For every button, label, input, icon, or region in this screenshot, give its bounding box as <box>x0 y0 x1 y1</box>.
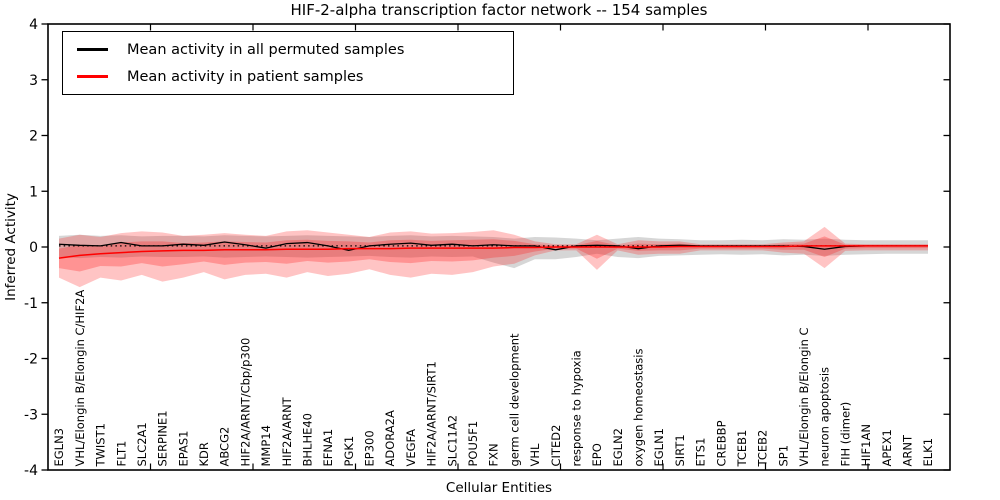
chart-title: HIF-2-alpha transcription factor network… <box>290 1 708 19</box>
x-category-label: EPAS1 <box>176 431 190 467</box>
x-category-label: FIH (dimer) <box>838 402 852 467</box>
x-category-label: ABCG2 <box>218 427 232 467</box>
x-category-label: ELK1 <box>921 438 935 467</box>
x-category-label: SIRT1 <box>673 434 687 466</box>
x-category-label: TCEB1 <box>735 430 749 468</box>
x-category-label: SERPINE1 <box>156 410 170 466</box>
legend-entry-permuted: Mean activity in all permuted samples <box>63 37 513 63</box>
x-category-label: SP1 <box>776 445 790 467</box>
x-category-label: PGK1 <box>342 436 356 467</box>
y-tick-label: -3 <box>24 407 38 423</box>
legend-label: Mean activity in patient samples <box>127 68 364 85</box>
y-tick-label: -4 <box>24 463 38 479</box>
x-category-label: APEX1 <box>880 429 894 466</box>
x-category-label: VEGFA <box>404 429 418 467</box>
x-category-label: oxygen homeostasis <box>632 349 646 467</box>
y-tick-label: 2 <box>29 129 38 145</box>
x-axis-label: Cellular Entities <box>445 480 553 496</box>
x-category-label: TCEB2 <box>756 430 770 468</box>
series-line-patient <box>58 245 928 259</box>
x-category-label: HIF1AN <box>859 424 873 466</box>
x-category-label: ARNT <box>901 434 915 466</box>
x-category-label: FXN <box>487 443 501 466</box>
y-tick-label: 1 <box>29 184 38 200</box>
legend-box: Mean activity in all permuted samples Me… <box>62 31 514 95</box>
legend-line-swatch-red <box>77 75 108 78</box>
legend-line-swatch-black <box>77 48 108 51</box>
x-category-label: EFNA1 <box>321 429 335 467</box>
x-category-label: EPO <box>590 443 604 466</box>
x-category-label: KDR <box>197 442 211 466</box>
x-category-label: POU5F1 <box>466 421 480 467</box>
x-category-label: EGLN2 <box>611 428 625 467</box>
x-category-label: germ cell development <box>507 333 521 467</box>
x-category-label: ETS1 <box>694 438 708 467</box>
x-category-label: HIF2A/ARNT/Cbp/p300 <box>238 338 252 467</box>
band-patient-samples-inner-band <box>59 236 928 272</box>
legend-label: Mean activity in all permuted samples <box>127 41 405 58</box>
legend-entry-patient: Mean activity in patient samples <box>63 64 513 90</box>
x-category-label: EGLN1 <box>652 428 666 467</box>
y-tick-label: -1 <box>24 296 38 312</box>
x-category-label: VHL <box>528 443 542 467</box>
x-category-label: ADORA2A <box>383 410 397 466</box>
x-category-label: SLC2A1 <box>135 422 149 466</box>
band-permuted-samples-range <box>59 234 928 269</box>
x-category-label: VHL/Elongin B/Elongin C/HIF2A <box>73 290 87 467</box>
y-tick-label: 3 <box>29 73 38 89</box>
x-category-label: EGLN3 <box>52 428 66 467</box>
x-category-label: HIF2A/ARNT <box>280 396 294 466</box>
x-category-label: BHLHE40 <box>300 413 314 467</box>
x-category-label: EP300 <box>363 430 377 466</box>
x-category-label: VHL/Elongin B/Elongin C <box>797 327 811 466</box>
x-category-label: response to hypoxia <box>569 350 583 466</box>
x-category-label: neuron apoptosis <box>818 367 832 467</box>
y-tick-label: 4 <box>29 17 38 33</box>
x-category-label: CITED2 <box>549 425 563 467</box>
x-category-label: TWIST1 <box>94 423 108 467</box>
x-category-label: HIF2A/ARNT/SIRT1 <box>425 361 439 466</box>
y-axis-label: Inferred Activity <box>3 193 19 301</box>
x-category-label: FLT1 <box>114 441 128 467</box>
y-tick-label: -2 <box>24 352 38 368</box>
x-category-label: MMP14 <box>259 425 273 466</box>
band-patient-samples-outer-band <box>59 226 928 288</box>
x-category-label: CREBBP <box>714 420 728 466</box>
y-tick-label: 0 <box>29 240 38 256</box>
x-category-label: SLC11A2 <box>445 415 459 467</box>
